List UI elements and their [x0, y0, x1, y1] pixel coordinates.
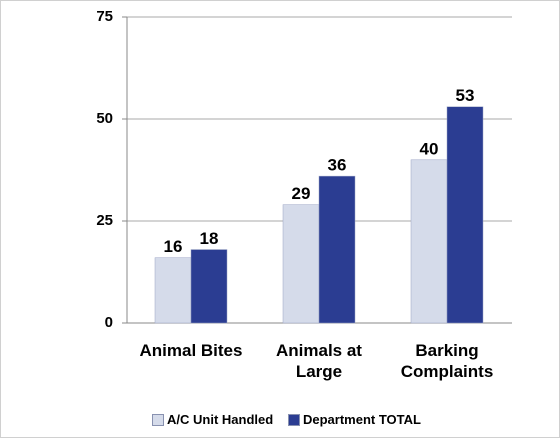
data-label: 16 — [164, 237, 183, 256]
bar — [154, 257, 192, 324]
data-label: 53 — [456, 86, 475, 105]
x-tick-label: Barking Complaints — [400, 341, 494, 381]
bar — [410, 159, 448, 324]
data-label: 36 — [328, 156, 347, 175]
data-label: 29 — [292, 184, 311, 203]
legend-item: A/C Unit Handled — [152, 412, 273, 427]
data-label: 40 — [420, 139, 439, 158]
x-tick-label: Animals at Large — [276, 341, 362, 381]
bar — [190, 249, 228, 324]
data-label: 18 — [200, 229, 219, 248]
y-tick-label: 50 — [96, 110, 113, 127]
y-tick-label: 75 — [96, 8, 113, 25]
bar — [318, 175, 356, 324]
y-tick-label: 0 — [105, 314, 113, 331]
legend-swatch — [152, 413, 164, 426]
bar — [282, 204, 320, 324]
bar — [446, 106, 484, 324]
x-tick-label: Animal Bites — [139, 341, 243, 360]
legend-label: A/C Unit Handled — [167, 412, 274, 427]
y-tick-label: 25 — [96, 212, 113, 229]
legend-label: Department TOTAL — [303, 412, 421, 427]
legend-item: Department TOTAL — [288, 412, 421, 427]
legend-swatch — [288, 413, 300, 426]
